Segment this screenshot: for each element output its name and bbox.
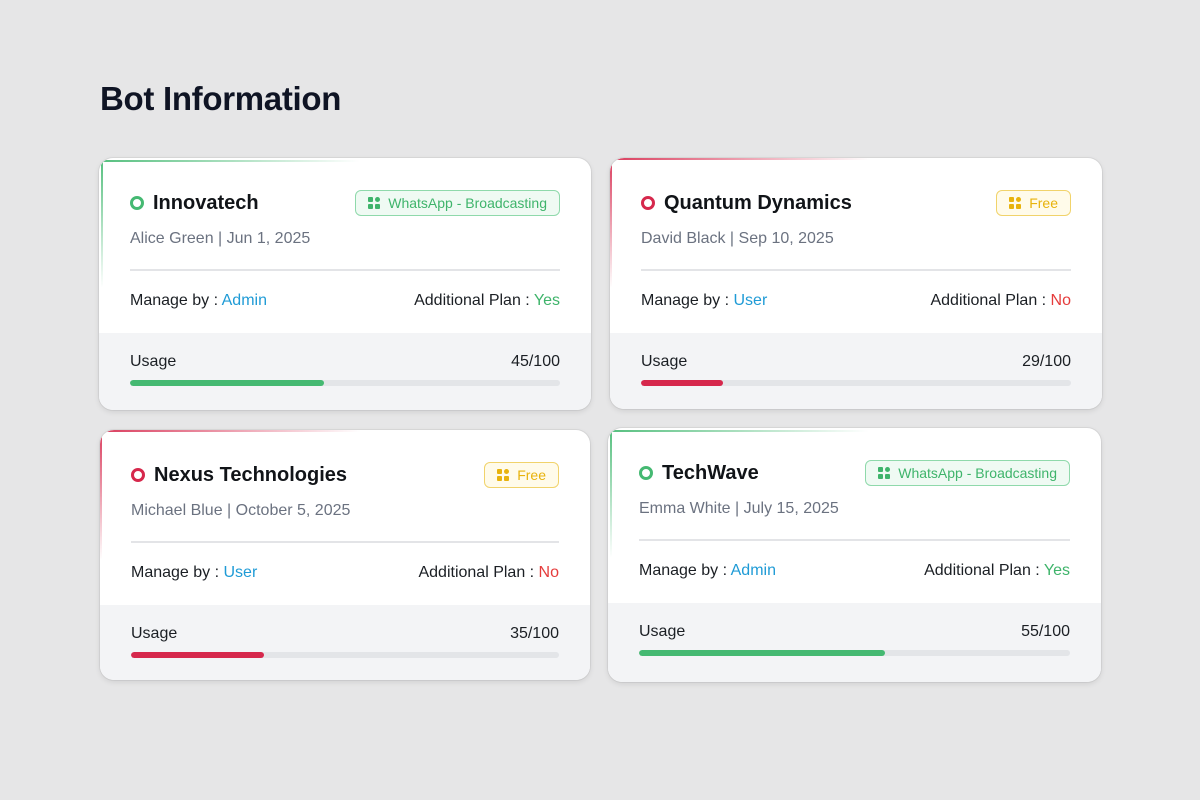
details-row: Manage by : User Additional Plan : No: [641, 292, 1071, 310]
manage-by-value: User: [223, 564, 258, 581]
plan-badge-label: Free: [517, 467, 546, 483]
usage-progress-track: [639, 650, 1070, 656]
manage-by: Manage by : User: [131, 564, 257, 582]
usage-progress-fill: [130, 380, 324, 386]
grid-icon: [497, 469, 510, 481]
plan-badge: WhatsApp - Broadcasting: [865, 460, 1070, 486]
additional-plan-label: Additional Plan :: [418, 564, 539, 581]
usage-value: 29/100: [1022, 353, 1071, 370]
status-active-icon: [639, 466, 653, 480]
bot-name: Nexus Technologies: [154, 463, 348, 486]
plan-badge: WhatsApp - Broadcasting: [355, 190, 560, 216]
manage-by-label: Manage by :: [131, 564, 224, 581]
additional-plan-label: Additional Plan :: [414, 292, 534, 309]
usage-label: Usage: [639, 623, 686, 640]
usage-progress-track: [130, 380, 560, 386]
card-header: Innovatech WhatsApp - Broadcasting: [130, 188, 560, 218]
usage-value: 45/100: [511, 353, 560, 370]
grid-icon: [1009, 197, 1022, 209]
bot-owner-date: Emma White | July 15, 2025: [639, 500, 839, 517]
usage-panel: Usage 29/100: [610, 333, 1102, 409]
additional-plan-value: Yes: [1043, 562, 1070, 579]
manage-by-value: Admin: [730, 562, 776, 579]
manage-by: Manage by : Admin: [130, 292, 267, 310]
usage-panel: Usage 55/100: [608, 603, 1101, 682]
card-header: TechWave WhatsApp - Broadcasting: [639, 458, 1070, 488]
manage-by: Manage by : User: [641, 292, 767, 310]
bot-name-wrap: Innovatech: [130, 192, 259, 215]
usage-progress-fill: [131, 652, 264, 658]
grid-icon: [368, 197, 381, 209]
bot-card-nexus-technologies[interactable]: Nexus Technologies Free Michael Blue | O…: [100, 430, 590, 680]
manage-by-label: Manage by :: [639, 562, 731, 579]
usage-value: 55/100: [1021, 623, 1070, 640]
bot-name-wrap: TechWave: [639, 462, 759, 485]
bot-owner-date: Michael Blue | October 5, 2025: [131, 502, 351, 519]
bot-name: Innovatech: [153, 191, 259, 214]
grid-icon: [878, 467, 891, 479]
divider: [131, 541, 559, 543]
status-active-icon: [130, 196, 144, 210]
bot-name: TechWave: [662, 461, 759, 484]
manage-by-value: Admin: [221, 292, 267, 309]
bot-owner-date: Alice Green | Jun 1, 2025: [130, 230, 311, 247]
additional-plan-label: Additional Plan :: [930, 292, 1051, 309]
bot-name: Quantum Dynamics: [664, 191, 852, 214]
details-row: Manage by : User Additional Plan : No: [131, 564, 559, 582]
usage-value: 35/100: [510, 625, 559, 642]
usage-label: Usage: [641, 353, 688, 370]
usage-progress-fill: [639, 650, 885, 656]
bot-card-techwave[interactable]: TechWave WhatsApp - Broadcasting Emma Wh…: [608, 428, 1101, 682]
usage-label: Usage: [130, 353, 177, 370]
additional-plan: Additional Plan : No: [930, 292, 1071, 310]
manage-by-value: User: [733, 292, 768, 309]
additional-plan-value: Yes: [533, 292, 560, 309]
details-row: Manage by : Admin Additional Plan : Yes: [130, 292, 560, 310]
usage-label: Usage: [131, 625, 178, 642]
additional-plan-value: No: [1050, 292, 1071, 309]
additional-plan: Additional Plan : Yes: [924, 562, 1070, 580]
divider: [639, 539, 1070, 541]
manage-by: Manage by : Admin: [639, 562, 776, 580]
usage-panel: Usage 45/100: [99, 333, 591, 410]
usage-progress-track: [641, 380, 1071, 386]
card-header: Quantum Dynamics Free: [641, 188, 1071, 218]
plan-badge: Free: [996, 190, 1071, 216]
usage-panel: Usage 35/100: [100, 605, 590, 680]
plan-badge-label: Free: [1029, 195, 1058, 211]
additional-plan-value: No: [538, 564, 559, 581]
additional-plan: Additional Plan : No: [418, 564, 559, 582]
plan-badge: Free: [484, 462, 559, 488]
details-row: Manage by : Admin Additional Plan : Yes: [639, 562, 1070, 580]
manage-by-label: Manage by :: [130, 292, 222, 309]
manage-by-label: Manage by :: [641, 292, 734, 309]
page-title: Bot Information: [100, 80, 342, 117]
bot-name-wrap: Quantum Dynamics: [641, 192, 852, 215]
card-header: Nexus Technologies Free: [131, 460, 559, 490]
plan-badge-label: WhatsApp - Broadcasting: [898, 465, 1057, 481]
additional-plan-label: Additional Plan :: [924, 562, 1044, 579]
divider: [641, 269, 1071, 271]
status-inactive-icon: [131, 468, 145, 482]
usage-progress-track: [131, 652, 559, 658]
bot-owner-date: David Black | Sep 10, 2025: [641, 230, 834, 247]
bot-name-wrap: Nexus Technologies: [131, 464, 347, 487]
bot-card-quantum-dynamics[interactable]: Quantum Dynamics Free David Black | Sep …: [610, 158, 1102, 409]
divider: [130, 269, 560, 271]
plan-badge-label: WhatsApp - Broadcasting: [388, 195, 547, 211]
usage-progress-fill: [641, 380, 723, 386]
additional-plan: Additional Plan : Yes: [414, 292, 560, 310]
bot-card-innovatech[interactable]: Innovatech WhatsApp - Broadcasting Alice…: [99, 158, 591, 410]
status-inactive-icon: [641, 196, 655, 210]
